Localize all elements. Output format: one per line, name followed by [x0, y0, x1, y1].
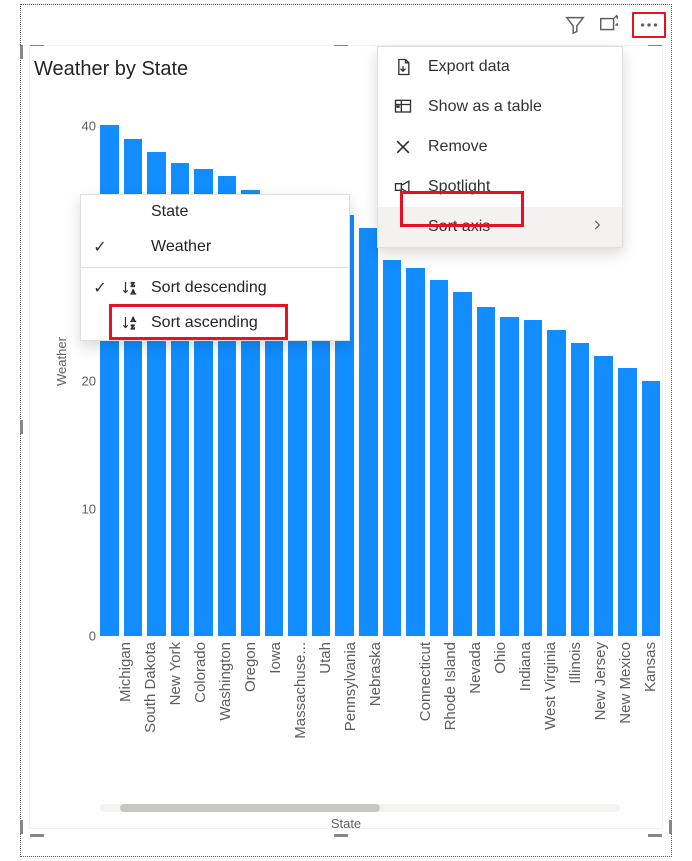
bar[interactable]	[406, 268, 425, 636]
submenu-option[interactable]: ✓ Weather	[81, 229, 349, 265]
resize-handle[interactable]	[648, 834, 662, 837]
menu-item-label: Show as a table	[428, 98, 542, 116]
menu-item-remove[interactable]: Remove	[378, 127, 622, 167]
x-tick: Pennsylvania	[342, 642, 359, 802]
bar[interactable]	[500, 317, 519, 636]
y-tick: 40	[66, 119, 96, 134]
x-tick: New Mexico	[617, 642, 634, 802]
scrollbar-thumb[interactable]	[120, 804, 380, 812]
x-tick: West Virginia	[542, 642, 559, 802]
resize-handle[interactable]	[669, 820, 672, 834]
x-tick: Washington	[217, 642, 234, 802]
x-tick: Illinois	[567, 642, 584, 802]
bar[interactable]	[524, 320, 543, 636]
chevron-right-icon	[590, 218, 604, 237]
remove-icon	[392, 137, 414, 157]
x-tick: New York	[167, 642, 184, 802]
bar[interactable]	[453, 292, 472, 636]
bar[interactable]	[547, 330, 566, 636]
svg-text:A: A	[131, 317, 136, 324]
check-icon: ✓	[91, 278, 109, 298]
y-tick: 0	[66, 629, 96, 644]
submenu-divider	[81, 267, 349, 268]
menu-item-spotlight[interactable]: Spotlight	[378, 167, 622, 207]
x-tick: South Dakota	[142, 642, 159, 802]
bar[interactable]	[430, 280, 449, 636]
horizontal-scrollbar[interactable]	[100, 804, 620, 812]
selection-border	[20, 4, 672, 5]
menu-item-label: Remove	[428, 138, 488, 156]
x-tick: Connecticut	[417, 642, 434, 802]
bar[interactable]	[571, 343, 590, 636]
bar[interactable]	[594, 356, 613, 637]
resize-handle[interactable]	[20, 820, 23, 834]
y-tick: 20	[66, 374, 96, 389]
stage: Weather by State Weather State 010203040…	[0, 0, 692, 861]
spotlight-icon	[392, 177, 414, 197]
svg-text:A: A	[131, 289, 136, 296]
x-tick: Rhode Island	[442, 642, 459, 802]
bar[interactable]	[359, 228, 378, 636]
x-tick: Oregon	[242, 642, 259, 802]
menu-item-table[interactable]: Show as a table	[378, 87, 622, 127]
sort-icon	[392, 217, 414, 237]
x-tick: Ohio	[492, 642, 509, 802]
resize-handle[interactable]	[20, 45, 23, 59]
bar[interactable]	[642, 381, 661, 636]
submenu-option[interactable]: State	[81, 195, 349, 229]
bar[interactable]	[383, 260, 402, 636]
bar[interactable]	[618, 368, 637, 636]
x-tick: Kansas	[642, 642, 659, 802]
svg-text:Z: Z	[131, 282, 135, 289]
submenu-label: State	[151, 203, 188, 221]
menu-item-sort[interactable]: Sort axis	[378, 207, 622, 247]
x-tick: Indiana	[517, 642, 534, 802]
submenu-sort-desc[interactable]: ✓ ZA Sort descending	[81, 270, 349, 306]
sort-submenu: State✓Weather✓ZASort descendingAZSort as…	[80, 194, 350, 341]
sort-asc-icon: AZ	[119, 314, 141, 332]
submenu-label: Sort ascending	[151, 314, 258, 332]
more-options-button[interactable]	[632, 12, 666, 38]
submenu-label: Weather	[151, 238, 211, 256]
submenu-sort-asc[interactable]: AZ Sort ascending	[81, 306, 349, 340]
focus-mode-icon[interactable]	[598, 14, 620, 36]
x-tick: Massachuse...	[292, 642, 309, 802]
x-tick: Utah	[317, 642, 334, 802]
context-menu: Export data Show as a table Remove Spotligh…	[377, 46, 623, 248]
submenu-label: Sort descending	[151, 279, 267, 297]
bar[interactable]	[477, 307, 496, 636]
x-tick: Iowa	[267, 642, 284, 802]
visual-toolbar	[564, 12, 666, 38]
x-ticks: Michigan South Dakota New York Colorado Wash…	[100, 642, 660, 802]
x-axis-label: State	[30, 816, 662, 831]
menu-item-export[interactable]: Export data	[378, 47, 622, 87]
x-tick: Nebraska	[367, 642, 384, 802]
x-tick: Colorado	[192, 642, 209, 802]
menu-item-label: Spotlight	[428, 178, 490, 196]
filter-icon[interactable]	[564, 14, 586, 36]
check-icon: ✓	[91, 237, 109, 257]
table-icon	[392, 97, 414, 117]
y-tick: 10	[66, 501, 96, 516]
menu-item-label: Sort axis	[428, 218, 490, 236]
selection-border	[20, 856, 672, 857]
menu-item-label: Export data	[428, 58, 510, 76]
selection-border	[671, 4, 672, 857]
resize-handle[interactable]	[30, 834, 44, 837]
sort-desc-icon: ZA	[119, 279, 141, 297]
x-tick: Michigan	[117, 642, 134, 802]
svg-text:Z: Z	[131, 324, 135, 331]
x-tick: New Jersey	[592, 642, 609, 802]
export-icon	[392, 57, 414, 77]
x-tick: Nevada	[467, 642, 484, 802]
resize-handle[interactable]	[334, 834, 348, 837]
resize-handle[interactable]	[20, 420, 23, 434]
